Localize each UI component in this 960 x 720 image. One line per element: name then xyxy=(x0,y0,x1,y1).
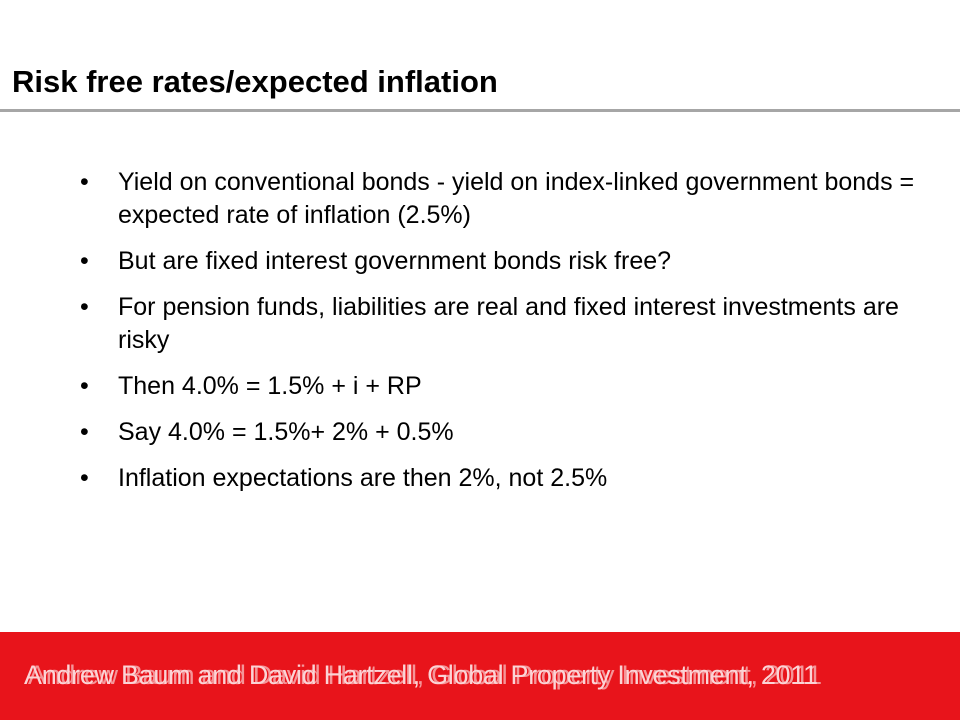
bullet-text: Inflation expectations are then 2%, not … xyxy=(118,464,608,492)
bullet-item: • Inflation expectations are then 2%, no… xyxy=(80,462,920,495)
bullet-dot-icon: • xyxy=(80,247,89,275)
bullet-item: • Then 4.0% = 1.5% + i + RP xyxy=(80,370,920,403)
bullet-item: • For pension funds, liabilities are rea… xyxy=(80,291,920,357)
footer-citation: Andrew Baum and David Hartzell, Global P… xyxy=(24,660,818,690)
bullet-dot-icon: • xyxy=(80,372,89,400)
bullet-item: • But are fixed interest government bond… xyxy=(80,245,920,278)
bullet-item: • Say 4.0% = 1.5%+ 2% + 0.5% xyxy=(80,416,920,449)
bullet-text: Say 4.0% = 1.5%+ 2% + 0.5% xyxy=(118,418,454,446)
bullet-dot-icon: • xyxy=(80,168,89,196)
bullet-dot-icon: • xyxy=(80,418,89,446)
footer-citation-shadow: Andrew Baum and David Hartzell, Global P… xyxy=(28,660,822,690)
slide-title: Risk free rates/expected inflation xyxy=(12,64,498,99)
bullet-item: • Yield on conventional bonds - yield on… xyxy=(80,166,920,232)
bullet-text: Yield on conventional bonds - yield on i… xyxy=(118,168,915,229)
footer-bar xyxy=(0,632,960,720)
bullet-text: For pension funds, liabilities are real … xyxy=(118,293,899,354)
bullet-dot-icon: • xyxy=(80,293,89,321)
bullet-dot-icon: • xyxy=(80,464,89,492)
bullet-text: But are fixed interest government bonds … xyxy=(118,247,672,275)
bullet-text: Then 4.0% = 1.5% + i + RP xyxy=(118,372,422,400)
title-divider xyxy=(0,109,960,112)
bullet-list: • Yield on conventional bonds - yield on… xyxy=(80,166,920,508)
